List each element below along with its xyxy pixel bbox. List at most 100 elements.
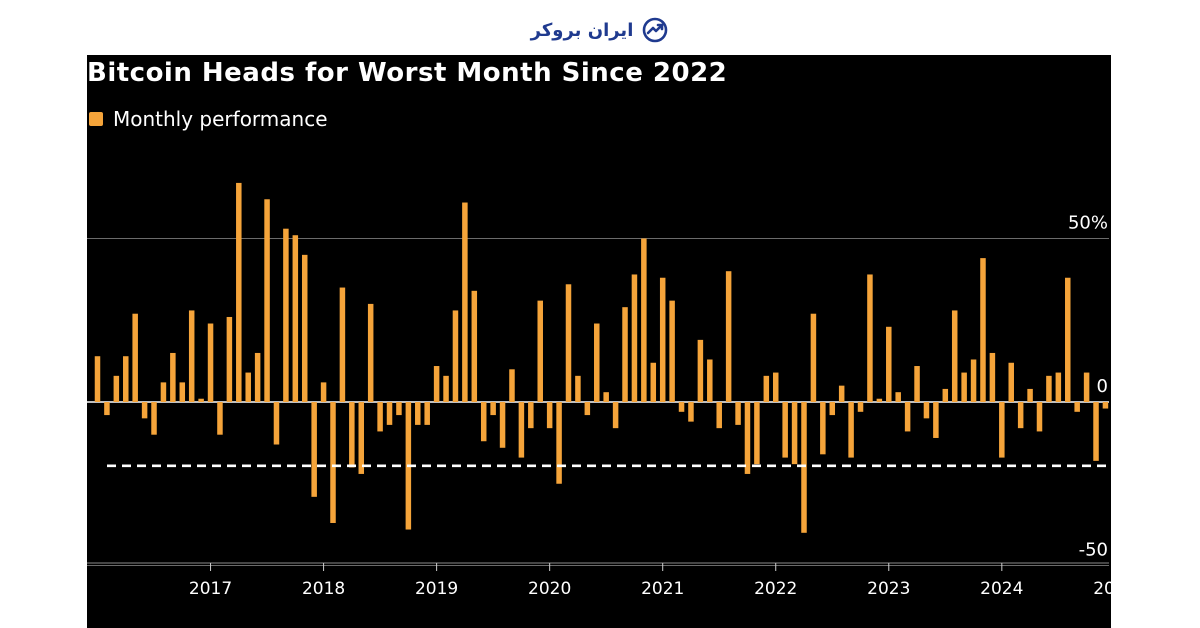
data-bar	[933, 402, 939, 438]
data-bar	[254, 352, 261, 402]
data-bar	[160, 382, 167, 402]
x-tick-label: 2020	[528, 579, 571, 599]
trend-chart-icon	[643, 17, 668, 43]
legend-swatch	[89, 112, 103, 126]
data-bar	[716, 402, 722, 429]
chart-panel: Bitcoin Heads for Worst Month Since 2022…	[87, 55, 1111, 628]
x-tick-label: 2022	[754, 579, 797, 599]
data-bar	[123, 356, 129, 402]
data-bar	[226, 316, 233, 402]
data-bar	[556, 402, 562, 484]
data-bar	[1093, 402, 1099, 461]
data-bar	[179, 382, 186, 402]
data-bar	[763, 375, 770, 402]
data-bar	[707, 359, 713, 402]
brand-logo: ایران بروکر	[508, 10, 692, 50]
data-bar	[528, 402, 534, 429]
x-tick-label: 2017	[189, 579, 232, 599]
data-bar	[509, 369, 515, 402]
data-bar	[980, 258, 986, 402]
chart-legend: Monthly performance	[89, 107, 328, 131]
data-bar	[104, 402, 110, 416]
data-bar	[518, 402, 525, 458]
data-bar	[433, 366, 440, 402]
data-bar	[301, 254, 308, 402]
data-bar	[594, 323, 600, 402]
x-tick-label: 2019	[415, 579, 458, 599]
data-bar	[895, 392, 901, 402]
data-bar	[659, 277, 666, 402]
data-bar	[245, 372, 251, 402]
data-bar	[725, 271, 732, 402]
data-bar	[669, 300, 675, 402]
x-tick-label: 2023	[867, 579, 910, 599]
data-bar	[330, 402, 336, 523]
data-bar	[612, 402, 619, 429]
x-tick-label: 2018	[302, 579, 345, 599]
data-bar	[848, 402, 854, 458]
data-bar	[151, 402, 157, 435]
data-bar	[490, 402, 496, 416]
data-bar	[989, 352, 996, 402]
data-bar	[113, 375, 120, 402]
x-tick-label: 2024	[980, 579, 1023, 599]
data-bar	[961, 372, 967, 402]
data-bar	[565, 284, 572, 402]
data-bar	[650, 362, 657, 402]
data-bar	[1074, 402, 1080, 412]
data-bar	[1083, 372, 1090, 402]
data-bar	[1046, 375, 1052, 402]
y-tick-label: -50	[1079, 540, 1108, 561]
data-bar	[857, 402, 864, 412]
data-bar	[480, 402, 487, 442]
data-bar	[820, 402, 826, 455]
data-bar	[697, 339, 704, 402]
data-bar	[1017, 402, 1024, 429]
data-bar	[471, 290, 478, 402]
data-bar	[735, 402, 741, 425]
data-bar	[744, 402, 751, 474]
data-bar	[367, 303, 374, 402]
data-bar	[829, 402, 836, 416]
data-bar	[584, 402, 591, 416]
data-bar	[867, 274, 873, 402]
brand-name: ایران بروکر	[530, 19, 634, 41]
data-bar	[641, 238, 647, 402]
data-bar	[273, 402, 280, 445]
data-bar	[311, 402, 317, 497]
data-bar	[443, 375, 449, 402]
data-bar	[876, 398, 883, 402]
data-bar	[415, 402, 421, 425]
data-bar	[424, 402, 430, 425]
data-bar	[1102, 402, 1109, 409]
bar-chart: 50% 0 -50 2017 2018 2019 2020 2021 2022 2023 2024 2…	[87, 182, 1111, 599]
data-bar	[396, 402, 402, 416]
data-bar	[499, 402, 506, 448]
data-bar	[537, 300, 543, 402]
data-bar	[603, 392, 609, 402]
data-bar	[386, 402, 393, 425]
data-bar	[838, 385, 845, 402]
data-bar	[942, 388, 949, 402]
data-bar	[886, 326, 892, 402]
data-bar	[904, 402, 911, 432]
data-bar	[546, 402, 553, 429]
data-bar	[914, 366, 920, 402]
data-bar	[141, 402, 148, 419]
legend-label: Monthly performance	[113, 107, 328, 131]
data-bar	[999, 402, 1005, 458]
data-bar	[377, 402, 383, 432]
data-bar	[292, 235, 299, 402]
data-bar	[1008, 362, 1014, 402]
data-bar	[688, 402, 694, 422]
x-tick-label: 2025	[1093, 579, 1111, 599]
data-bar	[207, 323, 214, 402]
data-bar	[575, 375, 581, 402]
data-bar	[320, 382, 327, 402]
data-bar	[236, 182, 242, 402]
data-bar	[970, 359, 977, 402]
data-bar	[198, 398, 204, 402]
data-bar	[358, 402, 365, 474]
data-bar	[217, 402, 223, 435]
data-bar	[349, 402, 355, 468]
